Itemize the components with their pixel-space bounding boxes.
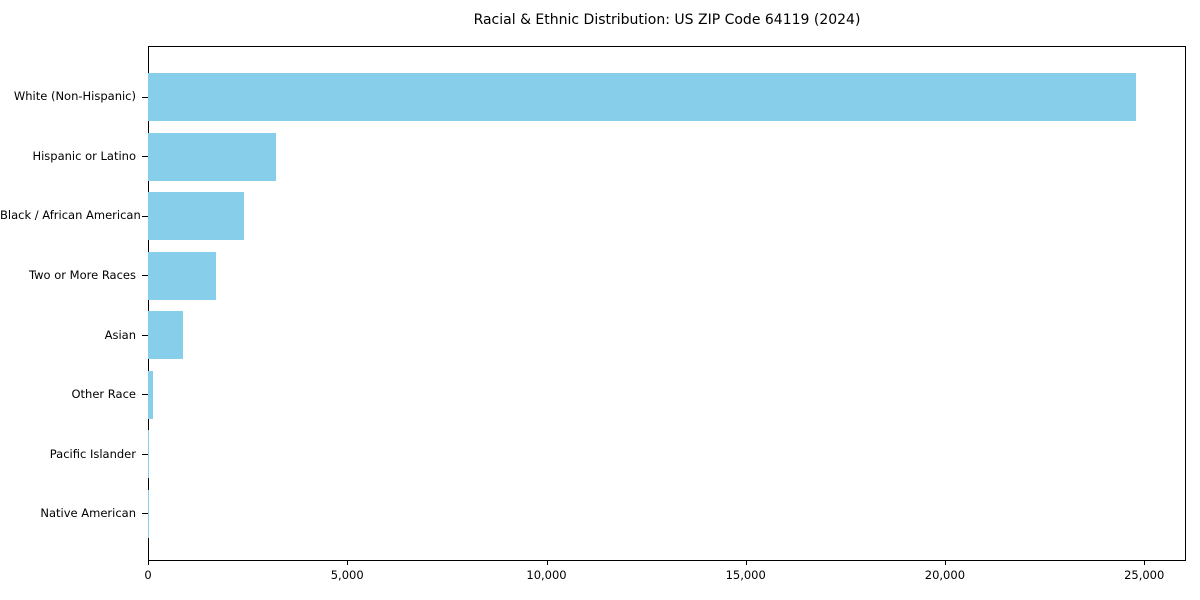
y-tick-label: Black / African American bbox=[0, 208, 141, 223]
plot-area bbox=[148, 46, 1186, 561]
bar bbox=[148, 311, 184, 360]
y-tick-mark bbox=[142, 215, 148, 217]
x-axis: 0 5,000 10,000 15,000 20,000 25,000 bbox=[144, 561, 1186, 591]
y-tick-mark bbox=[142, 156, 148, 158]
y-tick-label: Native American bbox=[40, 506, 136, 521]
bar-row: Other Race bbox=[0, 370, 1186, 419]
bar-row: Two or More Races bbox=[0, 251, 1186, 300]
chart-title: Racial & Ethnic Distribution: US ZIP Cod… bbox=[473, 12, 861, 28]
y-tick-mark bbox=[142, 96, 148, 98]
bar-row: Pacific Islander bbox=[0, 430, 1186, 479]
x-tick-label: 15,000 bbox=[725, 568, 766, 582]
bar bbox=[148, 132, 276, 181]
bar-row: Asian bbox=[0, 311, 1186, 360]
x-tick-mark bbox=[1144, 561, 1146, 565]
y-tick-label: Pacific Islander bbox=[49, 446, 136, 461]
y-tick-mark bbox=[142, 334, 148, 336]
bar-row: Hispanic or Latino bbox=[0, 132, 1186, 181]
bar bbox=[148, 430, 150, 479]
x-tick-label: 10,000 bbox=[526, 568, 567, 582]
y-tick-mark bbox=[142, 453, 148, 455]
y-tick-mark bbox=[142, 275, 148, 277]
bar bbox=[148, 251, 216, 300]
bar bbox=[148, 73, 1137, 121]
x-tick-label: 0 bbox=[144, 568, 152, 582]
bar-row: White (Non-Hispanic) bbox=[0, 73, 1186, 121]
y-tick-label: Two or More Races bbox=[29, 267, 136, 282]
x-tick-mark bbox=[148, 561, 149, 565]
x-tick-mark bbox=[745, 561, 747, 565]
bar-row: Black / African American bbox=[0, 192, 1186, 241]
x-tick-mark bbox=[546, 561, 548, 565]
y-tick-label: White (Non-Hispanic) bbox=[13, 89, 136, 104]
y-tick-mark bbox=[142, 394, 148, 396]
x-tick-label: 25,000 bbox=[1124, 568, 1165, 582]
y-tick-label: Hispanic or Latino bbox=[32, 148, 136, 163]
bar bbox=[148, 370, 153, 419]
bars-container: White (Non-Hispanic) Hispanic or Latino Bl… bbox=[0, 46, 1186, 561]
x-tick-label: 20,000 bbox=[924, 568, 966, 582]
x-tick-mark bbox=[347, 561, 349, 565]
bar-row: Native American bbox=[0, 489, 1186, 538]
x-tick-mark bbox=[944, 561, 946, 565]
x-tick-label: 5,000 bbox=[330, 568, 364, 582]
bar bbox=[148, 489, 149, 538]
y-tick-label: Asian bbox=[104, 327, 136, 342]
bar bbox=[148, 192, 245, 241]
y-tick-mark bbox=[142, 513, 148, 515]
y-tick-label: Other Race bbox=[71, 387, 137, 402]
